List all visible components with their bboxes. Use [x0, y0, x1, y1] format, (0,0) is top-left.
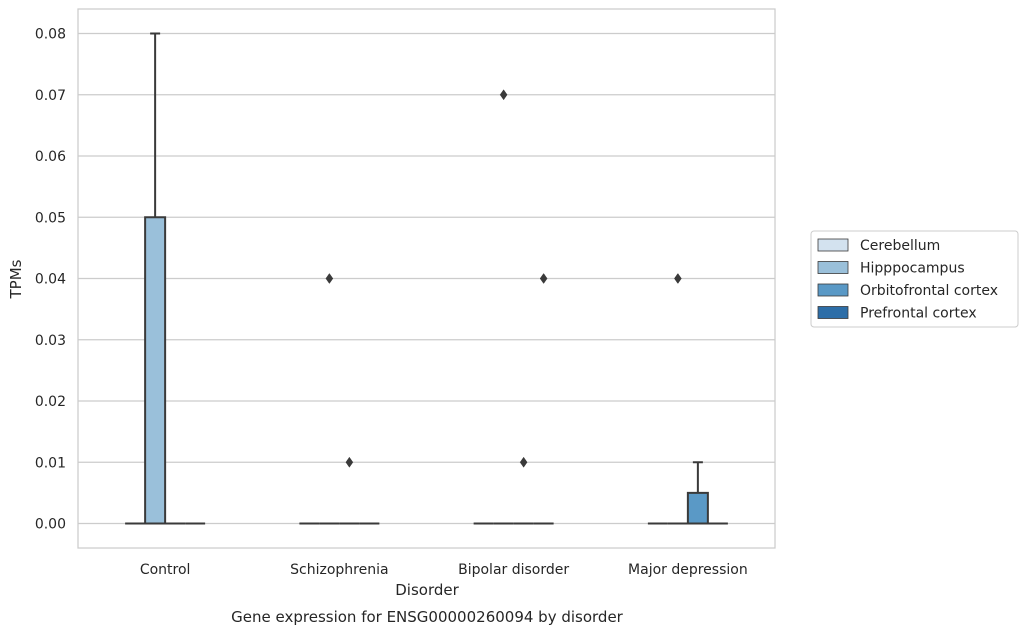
x-tick-label: Major depression [628, 562, 748, 578]
legend-label: Cerebellum [860, 238, 940, 254]
y-tick-label: 0.04 [35, 272, 66, 288]
x-tick-label: Schizophrenia [290, 562, 388, 578]
legend-swatch [817, 283, 849, 297]
y-tick-label: 0.00 [35, 517, 66, 533]
y-tick-label: 0.02 [35, 394, 66, 410]
x-tick-label: Control [140, 562, 191, 578]
box [144, 216, 167, 525]
legend: Cerebellum Hipppocampus Orbitofrontal cort… [810, 230, 1019, 328]
legend-label: Prefrontal cortex [860, 306, 977, 322]
outlier-point [539, 273, 548, 284]
y-tick-label: 0.03 [35, 333, 66, 349]
y-tick-label: 0.05 [35, 210, 66, 226]
legend-frame [810, 230, 1019, 328]
y-tick-label: 0.07 [35, 88, 66, 104]
plot-area [77, 8, 776, 549]
box-marks [125, 32, 728, 525]
outlier-point [345, 456, 354, 468]
x-axis-label: Disorder [395, 581, 459, 599]
legend-swatch [817, 238, 849, 252]
x-tick-label: Bipolar disorder [458, 562, 569, 578]
outlier-point [519, 456, 528, 468]
y-axis-label: TPMs [7, 259, 25, 299]
outlier-point [674, 273, 682, 284]
y-tick-label: 0.01 [35, 455, 66, 471]
outlier-point [499, 89, 508, 101]
legend-label: Hipppocampus [860, 261, 965, 277]
y-tick-label: 0.06 [35, 149, 66, 165]
gridlines [78, 32, 775, 525]
y-axis-ticks: 0.00 0.01 0.02 0.03 0.04 0.05 0.06 0.07 0.08 [35, 27, 66, 533]
legend-label: Orbitofrontal cortex [860, 283, 998, 299]
legend-swatch [817, 261, 849, 274]
x-axis-ticks: Control Schizophrenia Bipolar disorder Majo… [140, 562, 748, 578]
outlier-point [325, 273, 334, 284]
chart-caption: Gene expression for ENSG00000260094 by d… [231, 608, 624, 626]
legend-swatch [817, 306, 849, 319]
y-tick-label: 0.08 [35, 27, 66, 43]
box [686, 491, 709, 525]
